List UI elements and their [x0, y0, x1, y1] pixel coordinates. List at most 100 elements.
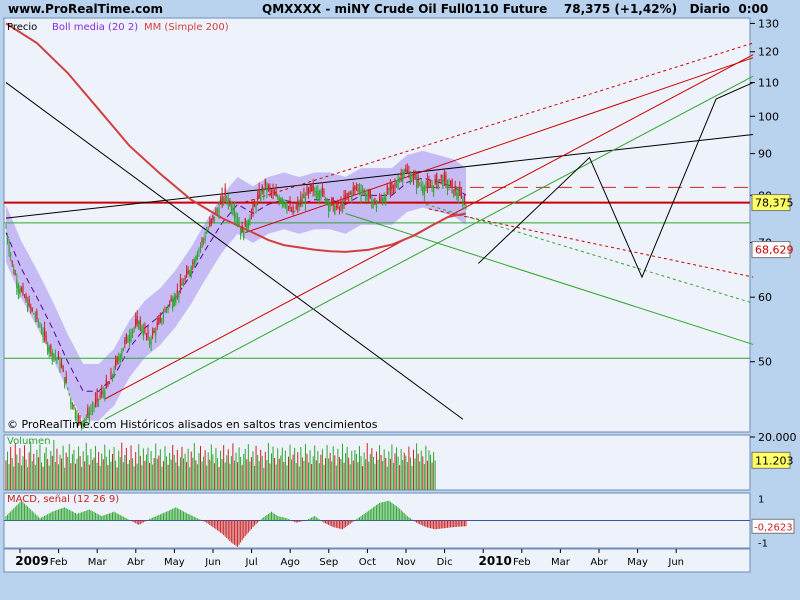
- candle-body: [369, 189, 371, 199]
- candle-body: [196, 252, 199, 260]
- candle-body: [465, 204, 467, 207]
- candle-body: [23, 296, 26, 298]
- candle-body: [101, 390, 103, 395]
- candle-body: [335, 205, 337, 208]
- candle-body: [81, 421, 83, 425]
- candle-body: [114, 359, 117, 367]
- candle-body: [232, 206, 234, 214]
- site-url[interactable]: www.ProRealTime.com: [8, 2, 163, 16]
- candle-body: [121, 351, 123, 356]
- x-tick-label: Sep: [319, 557, 338, 568]
- candle-body: [190, 267, 192, 275]
- candle-body: [440, 174, 442, 179]
- volume-label: Volumen: [7, 436, 51, 447]
- candle-body: [281, 199, 283, 205]
- candle-body: [216, 210, 219, 212]
- x-tick-label: Mar: [551, 557, 571, 568]
- candle-body: [51, 351, 53, 361]
- candle-body: [255, 203, 257, 210]
- candle-body: [13, 268, 15, 274]
- candle-body: [252, 202, 254, 211]
- candle-body: [449, 180, 452, 187]
- candle-body: [380, 198, 382, 200]
- candle-body: [246, 223, 248, 229]
- candle-body: [346, 193, 348, 198]
- candle-body: [411, 176, 413, 181]
- candle-body: [428, 181, 430, 187]
- candle-body: [294, 211, 296, 213]
- candle-body: [417, 176, 419, 183]
- candle-body: [161, 318, 163, 324]
- candle-body: [235, 213, 237, 218]
- candle-body: [105, 379, 107, 388]
- candle-body: [321, 186, 324, 194]
- candle-body: [212, 215, 214, 220]
- candle-body: [91, 408, 94, 410]
- candle-body: [343, 194, 345, 203]
- candle-body: [150, 338, 152, 345]
- candle-body: [250, 213, 253, 215]
- time-axis-panel: [3, 548, 751, 573]
- candle-body: [267, 184, 270, 190]
- candle-body: [264, 178, 266, 187]
- candle-body: [27, 303, 29, 311]
- candle-body: [394, 183, 396, 187]
- candle-body: [366, 195, 368, 197]
- candle-body: [403, 169, 405, 175]
- candle-body: [437, 180, 439, 189]
- candle-body: [349, 192, 351, 194]
- candle-body: [68, 393, 70, 395]
- candle-body: [402, 172, 404, 182]
- candle-body: [439, 179, 441, 181]
- x-tick-label: Abr: [590, 557, 608, 568]
- candle-body: [270, 191, 273, 193]
- candle-body: [378, 196, 381, 202]
- candle-body: [215, 209, 217, 214]
- candle-body: [374, 198, 376, 203]
- candle-body: [397, 180, 399, 188]
- candle-body: [104, 390, 106, 399]
- x-tick-label: Jun: [667, 557, 684, 568]
- candle-body: [164, 310, 166, 313]
- candle-body: [368, 189, 370, 197]
- candle-body: [328, 202, 330, 211]
- candle-body: [193, 259, 195, 268]
- candle-body: [144, 327, 146, 333]
- candle-body: [122, 347, 124, 351]
- candle-body: [383, 196, 385, 202]
- x-tick-label: Jul: [245, 557, 258, 568]
- candle-body: [57, 352, 60, 360]
- candle-body: [408, 171, 410, 174]
- candle-body: [50, 345, 52, 350]
- candle-body: [62, 366, 64, 372]
- candle-body: [53, 353, 55, 355]
- candle-body: [111, 375, 114, 378]
- candle-body: [363, 190, 365, 193]
- candle-body: [74, 411, 77, 419]
- candle-body: [240, 227, 242, 235]
- candle-body: [34, 316, 36, 318]
- candle-body: [77, 415, 80, 420]
- candle-body: [278, 197, 280, 204]
- candle-body: [406, 169, 408, 173]
- candle-body: [56, 357, 58, 359]
- candle-body: [445, 175, 447, 183]
- candle-body: [318, 190, 320, 200]
- candle-body: [181, 284, 183, 286]
- candle-body: [423, 186, 425, 196]
- candle-body: [309, 185, 311, 193]
- candle-body: [202, 239, 205, 241]
- candle-body: [17, 285, 19, 293]
- candle-body: [389, 182, 391, 191]
- candle-body: [317, 190, 319, 198]
- black-downtrend-line: [5, 82, 464, 420]
- candle-body: [11, 260, 13, 264]
- candle-body: [257, 195, 259, 200]
- candle-body: [355, 187, 358, 189]
- candle-body: [456, 192, 458, 196]
- volume-tick-label: 20.000: [758, 431, 797, 444]
- x-tick-label: Ago: [281, 557, 300, 568]
- candle-body: [213, 216, 215, 221]
- y-tick-label: 110: [758, 77, 779, 90]
